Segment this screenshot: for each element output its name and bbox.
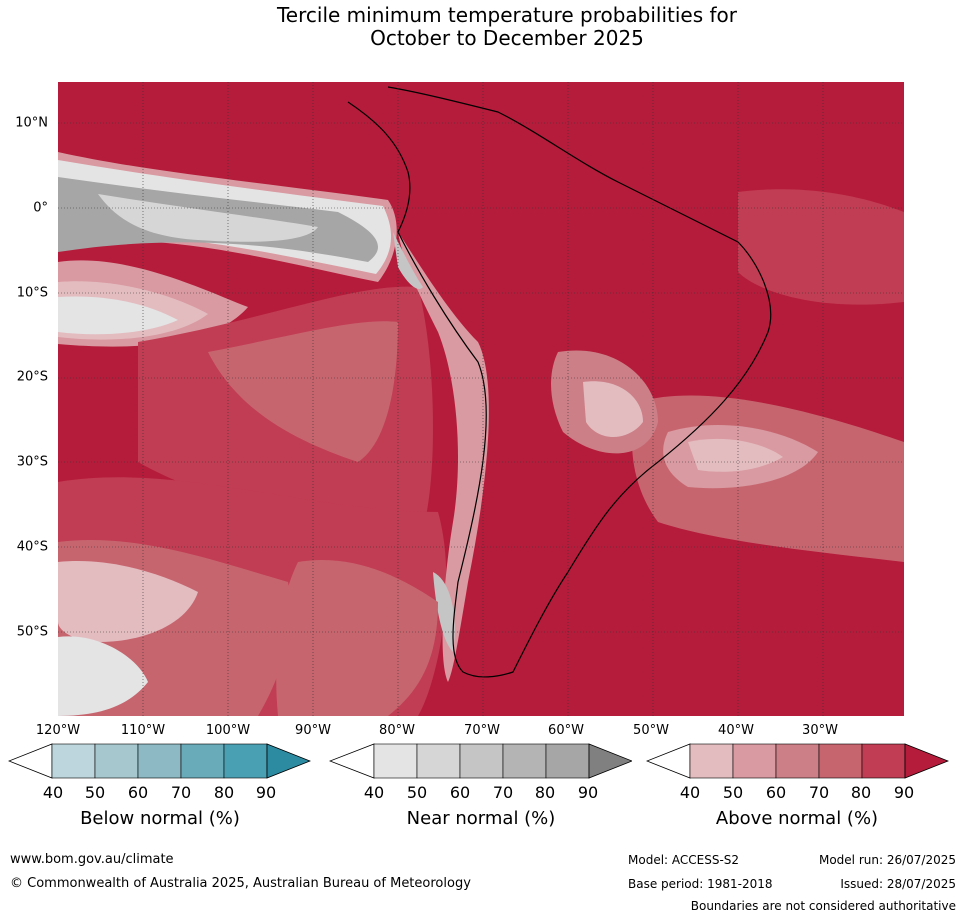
colorbar-under-triangle bbox=[646, 743, 691, 779]
colorbar-segment-40 bbox=[51, 743, 96, 779]
lat-label-50s: 50°S bbox=[16, 624, 48, 640]
below-tick-80: 80 bbox=[213, 783, 235, 802]
colorbar-over-triangle bbox=[266, 743, 311, 779]
near-normal-label: Near normal (%) bbox=[406, 808, 556, 829]
map-svg bbox=[58, 82, 904, 716]
above-tick-40: 40 bbox=[679, 783, 701, 802]
below-tick-60: 60 bbox=[127, 783, 149, 802]
lat-label-20s: 20°S bbox=[16, 369, 48, 385]
above-tick-60: 60 bbox=[765, 783, 787, 802]
lon-label-120w: 120°W bbox=[35, 723, 81, 738]
below-tick-40: 40 bbox=[42, 783, 64, 802]
copyright-text: © Commonwealth of Australia 2025, Austra… bbox=[10, 876, 471, 891]
probability-map bbox=[58, 82, 904, 716]
lon-label-40w: 40°W bbox=[718, 723, 754, 738]
colorbar-under-triangle bbox=[329, 743, 375, 779]
colorbar-under-triangle bbox=[8, 743, 53, 779]
map-title: Tercile minimum temperature probabilitie… bbox=[0, 4, 965, 50]
below-tick-50: 50 bbox=[84, 783, 106, 802]
colorbar-segment-80 bbox=[223, 743, 268, 779]
lon-label-60w: 60°W bbox=[548, 723, 584, 738]
colorbar-segment-70 bbox=[180, 743, 225, 779]
near-tick-70: 70 bbox=[492, 783, 514, 802]
colorbar-over-triangle bbox=[904, 743, 949, 779]
andes-grey-strip bbox=[393, 232, 423, 290]
lat-label-10n: 10°N bbox=[15, 115, 48, 131]
south-pacific-grey bbox=[58, 636, 148, 716]
south-pacific-south-pink bbox=[276, 560, 438, 716]
lat-label-40s: 40°S bbox=[16, 539, 48, 555]
colorbar-segment-50 bbox=[416, 743, 461, 779]
colorbar-segment-80 bbox=[861, 743, 906, 779]
colorbar-segment-40 bbox=[689, 743, 734, 779]
patagonia-grey bbox=[433, 572, 455, 652]
below-normal-label: Below normal (%) bbox=[80, 808, 240, 829]
pacific-mid-pink bbox=[208, 321, 398, 462]
near-tick-60: 60 bbox=[449, 783, 471, 802]
lon-label-70w: 70°W bbox=[464, 723, 500, 738]
near-tick-40: 40 bbox=[363, 783, 385, 802]
below-tick-70: 70 bbox=[170, 783, 192, 802]
above-tick-50: 50 bbox=[722, 783, 744, 802]
lon-label-80w: 80°W bbox=[379, 723, 415, 738]
lon-label-100w: 100°W bbox=[205, 723, 251, 738]
above-tick-80: 80 bbox=[850, 783, 872, 802]
boundary-disclaimer: Boundaries are not considered authoritat… bbox=[690, 899, 956, 913]
lon-label-90w: 90°W bbox=[295, 723, 331, 738]
title-line-2: October to December 2025 bbox=[370, 26, 644, 50]
colorbar-segment-60 bbox=[459, 743, 504, 779]
near-normal-band-mid bbox=[98, 194, 318, 242]
website-link[interactable]: www.bom.gov.au/climate bbox=[10, 852, 174, 867]
lon-label-30w: 30°W bbox=[802, 723, 838, 738]
below-normal-colorbar bbox=[8, 743, 311, 779]
tropical-pacific-grey bbox=[58, 296, 178, 335]
above-normal-label: Above normal (%) bbox=[715, 808, 879, 829]
lon-label-50w: 50°W bbox=[633, 723, 669, 738]
issued-date: Issued: 28/07/2025 bbox=[840, 877, 956, 891]
lat-label-10s: 10°S bbox=[16, 285, 48, 301]
near-normal-colorbar bbox=[329, 743, 632, 779]
colorbar-segment-70 bbox=[502, 743, 547, 779]
above-tick-70: 70 bbox=[808, 783, 830, 802]
south-pacific-pale bbox=[58, 561, 198, 642]
above-normal-colorbar bbox=[646, 743, 949, 779]
continent-coastline bbox=[347, 86, 772, 678]
below-tick-90: 90 bbox=[255, 783, 277, 802]
colorbar-over-triangle bbox=[588, 743, 632, 779]
model-run-date: Model run: 26/07/2025 bbox=[818, 853, 956, 867]
near-tick-80: 80 bbox=[534, 783, 556, 802]
colorbar-segment-80 bbox=[545, 743, 590, 779]
colorbar-segment-50 bbox=[94, 743, 139, 779]
colorbar-segment-40 bbox=[373, 743, 418, 779]
base-period: Base period: 1981-2018 bbox=[628, 877, 773, 891]
central-continent-pale bbox=[583, 381, 643, 437]
above-tick-90: 90 bbox=[893, 783, 915, 802]
colorbar-segment-50 bbox=[732, 743, 777, 779]
colorbar-segment-60 bbox=[775, 743, 820, 779]
graticule bbox=[58, 82, 904, 716]
tropical-atlantic-band bbox=[738, 189, 904, 305]
atlantic-pale-region bbox=[688, 438, 783, 472]
lat-label-30s: 30°S bbox=[16, 454, 48, 470]
near-tick-50: 50 bbox=[406, 783, 428, 802]
colorbar-segment-60 bbox=[137, 743, 182, 779]
lon-label-110w: 110°W bbox=[120, 723, 166, 738]
andes-light-strip bbox=[398, 232, 489, 682]
lat-label-0: 0° bbox=[33, 200, 48, 216]
near-tick-90: 90 bbox=[577, 783, 599, 802]
title-line-1: Tercile minimum temperature probabilitie… bbox=[276, 3, 738, 27]
model-name: Model: ACCESS-S2 bbox=[628, 853, 740, 867]
colorbar-segment-70 bbox=[818, 743, 863, 779]
